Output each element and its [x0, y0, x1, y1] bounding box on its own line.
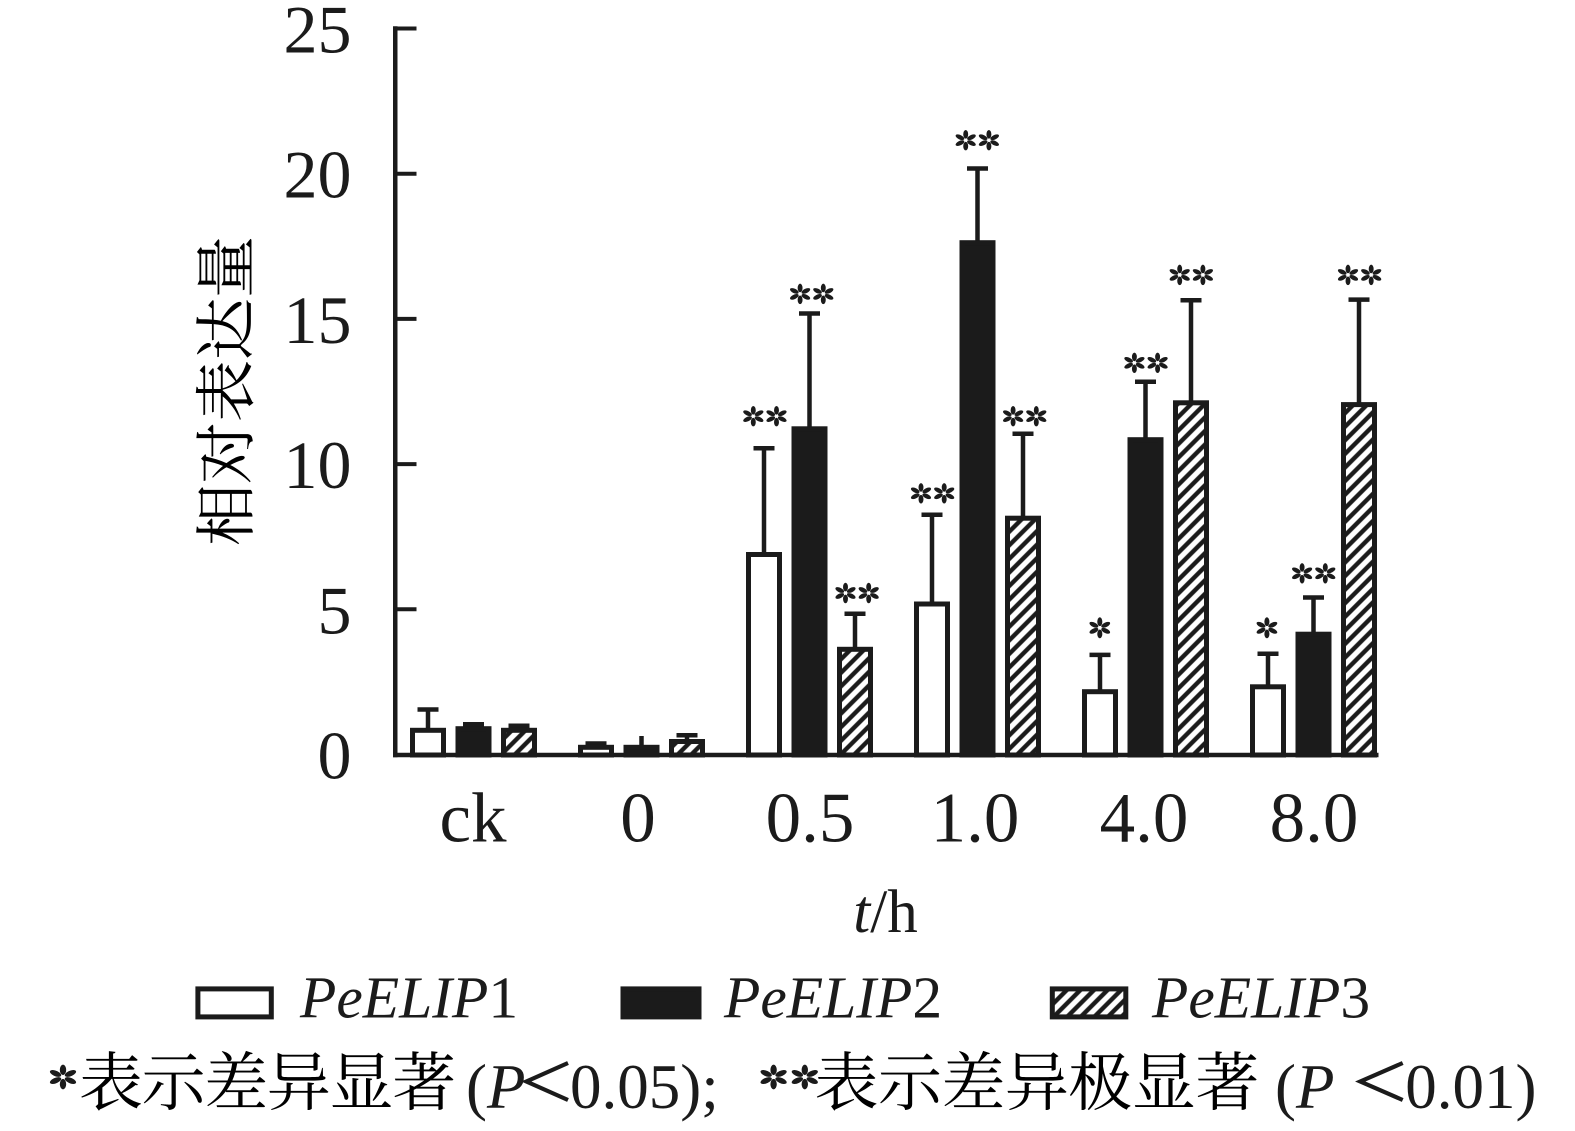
svg-text:20: 20: [284, 137, 352, 213]
svg-text:25: 25: [284, 0, 352, 68]
svg-text:(P: (P: [1275, 1052, 1334, 1122]
svg-text:0: 0: [318, 718, 352, 794]
svg-text:0: 0: [620, 780, 656, 858]
svg-text:8.0: 8.0: [1270, 780, 1359, 858]
svg-text:(P: (P: [466, 1052, 525, 1122]
svg-text:10: 10: [284, 427, 352, 503]
svg-text:0.5: 0.5: [766, 780, 855, 858]
svg-text:0.01): 0.01): [1405, 1052, 1536, 1122]
svg-text:5: 5: [318, 572, 352, 648]
svg-text:PeELIP1: PeELIP1: [299, 965, 518, 1031]
svg-text:1.0: 1.0: [931, 780, 1020, 858]
svg-text:PeELIP3: PeELIP3: [1151, 965, 1370, 1031]
svg-text:0.05);: 0.05);: [570, 1052, 719, 1122]
svg-text:PeELIP2: PeELIP2: [723, 965, 942, 1031]
svg-text:15: 15: [284, 282, 352, 358]
svg-text:ck: ck: [439, 780, 507, 858]
svg-text:t/h: t/h: [853, 879, 917, 946]
svg-text:4.0: 4.0: [1100, 780, 1189, 858]
